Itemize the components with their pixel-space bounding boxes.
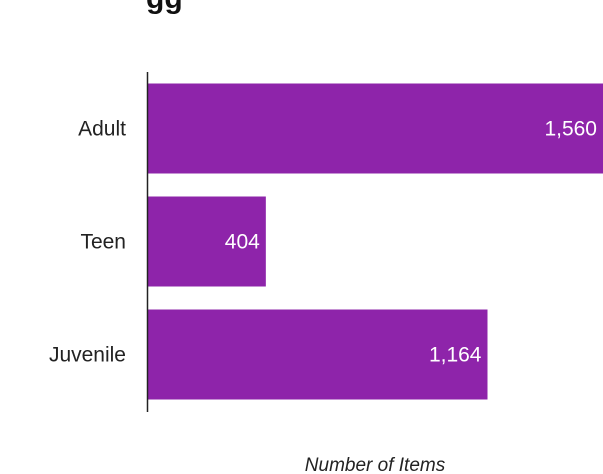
bar-adult — [148, 83, 603, 174]
value-label-juvenile: 1,164 — [429, 344, 482, 367]
category-label-juvenile: Juvenile — [49, 344, 126, 367]
value-labels-group: 1,560 404 1,164 — [225, 118, 597, 367]
category-label-adult: Adult — [78, 118, 126, 141]
chart-title-fragment: gg — [146, 0, 183, 15]
value-label-adult: 1,560 — [544, 118, 597, 141]
category-labels-group: Adult Teen Juvenile — [49, 118, 126, 367]
value-label-teen: 404 — [225, 231, 260, 254]
category-label-teen: Teen — [80, 231, 126, 254]
bar-juvenile — [148, 309, 488, 400]
bars-group — [148, 83, 603, 400]
bar-teen — [148, 196, 266, 287]
x-axis-title: Number of Items — [305, 455, 446, 474]
